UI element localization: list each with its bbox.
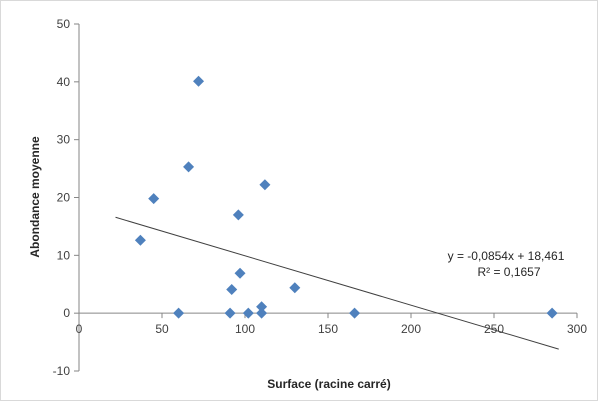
x-tick-label: 300 <box>567 322 587 336</box>
y-tick-label: 0 <box>63 306 70 320</box>
data-point <box>242 307 254 319</box>
trendline-r2-label: R² = 0,1657 <box>477 265 540 279</box>
axes-layer: -10 0 10 20 30 40 50 0 50 100 150 200 250 300 <box>53 17 588 378</box>
data-point <box>173 307 185 319</box>
x-tick-label: 0 <box>76 322 83 336</box>
x-axis-title: Surface (racine carré) <box>267 377 390 391</box>
data-point <box>259 179 271 191</box>
trendline <box>115 216 559 350</box>
trendline-equation-label: y = -0,0854x + 18,461 <box>448 249 565 263</box>
x-tick-label: 100 <box>235 322 255 336</box>
data-point <box>546 307 558 319</box>
data-point <box>134 234 146 246</box>
y-tick-label: 40 <box>57 75 71 89</box>
x-tick-label: 250 <box>484 322 504 336</box>
data-point <box>226 283 238 295</box>
y-tick-label: 30 <box>57 133 71 147</box>
data-point <box>193 75 205 87</box>
y-tick-label: 20 <box>57 191 71 205</box>
y-tick-label: 10 <box>57 248 71 262</box>
trendline-layer <box>115 216 559 350</box>
data-point <box>349 307 361 319</box>
x-tick-label: 50 <box>155 322 169 336</box>
data-point <box>183 161 195 173</box>
data-point <box>148 193 160 205</box>
x-tick-label: 200 <box>401 322 421 336</box>
data-point <box>289 282 301 294</box>
data-point <box>224 307 236 319</box>
data-point <box>234 267 246 279</box>
data-point <box>256 301 268 313</box>
x-tick-label: 150 <box>318 322 338 336</box>
y-axis-title: Abondance moyenne <box>28 136 42 258</box>
data-point <box>256 307 268 319</box>
data-point <box>232 209 244 221</box>
y-tick-label: -10 <box>53 364 71 378</box>
y-tick-label: 50 <box>57 17 71 31</box>
points-layer <box>134 75 558 319</box>
labels-layer: Abondance moyenne Surface (racine carré)… <box>28 136 565 391</box>
